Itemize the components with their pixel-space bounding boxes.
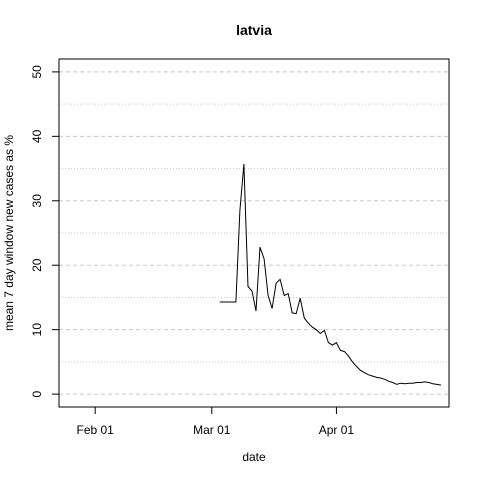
series-line <box>219 163 442 386</box>
y-tick-label: 10 <box>30 323 44 337</box>
y-axis: 0 10 20 30 40 50 <box>30 65 59 397</box>
y-axis-label: mean 7 day window new cases as % <box>2 135 16 331</box>
plot-frame <box>58 58 450 408</box>
x-tick-label: Mar 01 <box>193 423 231 437</box>
y-tick-label: 0 <box>30 390 44 397</box>
x-tick-label: Feb 01 <box>77 423 115 437</box>
x-tick-label: Apr 01 <box>319 423 355 437</box>
y-tick-label: 20 <box>30 258 44 272</box>
y-tick-label: 40 <box>30 129 44 143</box>
grid <box>59 71 449 395</box>
y-tick-label: 30 <box>30 194 44 208</box>
x-axis: Feb 01 Mar 01 Apr 01 <box>77 407 355 437</box>
x-axis-label: date <box>242 450 266 464</box>
y-tick-label: 50 <box>30 65 44 79</box>
chart-title: latvia <box>236 22 272 38</box>
